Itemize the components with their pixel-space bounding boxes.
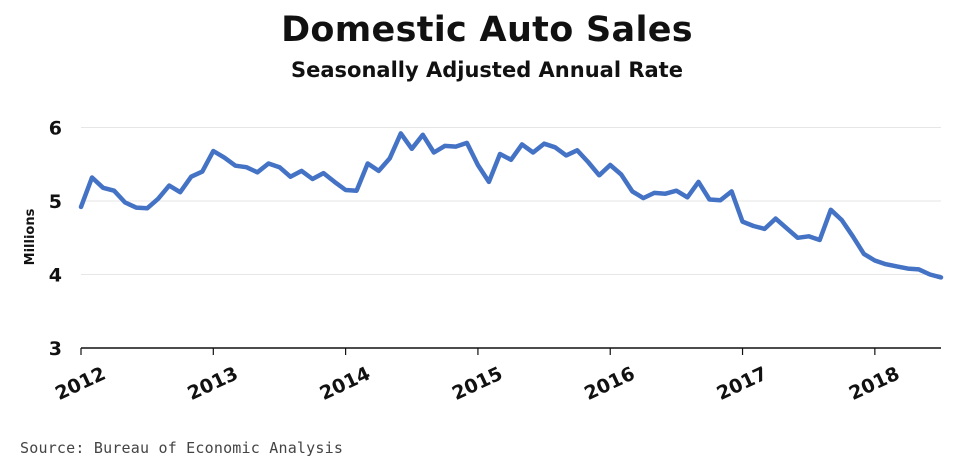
series-group <box>78 131 944 280</box>
y-axis-label: Millions <box>23 208 38 265</box>
y-tick-label: 3 <box>49 338 62 360</box>
series-line <box>78 131 944 280</box>
gridlines <box>81 127 941 275</box>
chart-subtitle: Seasonally Adjusted Annual Rate <box>291 58 683 82</box>
x-tick-label: 2013 <box>184 363 241 405</box>
source-note: Source: Bureau of Economic Analysis <box>20 439 344 457</box>
x-tick-label: 2016 <box>581 363 638 405</box>
y-tick-label: 5 <box>49 191 62 213</box>
y-tick-labels: 3 4 5 6 <box>49 118 62 361</box>
x-tick-label: 2018 <box>846 363 903 405</box>
x-tick-labels: 2012 2013 2014 2015 2016 2017 2018 <box>52 363 903 405</box>
x-tick-label: 2017 <box>713 363 770 405</box>
x-tick-label: 2012 <box>52 363 109 405</box>
x-tick-label: 2015 <box>449 363 506 405</box>
x-axis <box>80 347 941 355</box>
y-tick-label: 6 <box>49 118 62 140</box>
y-tick-label: 4 <box>49 265 62 287</box>
x-tick-label: 2014 <box>316 363 373 405</box>
chart-title: Domestic Auto Sales <box>281 10 693 50</box>
